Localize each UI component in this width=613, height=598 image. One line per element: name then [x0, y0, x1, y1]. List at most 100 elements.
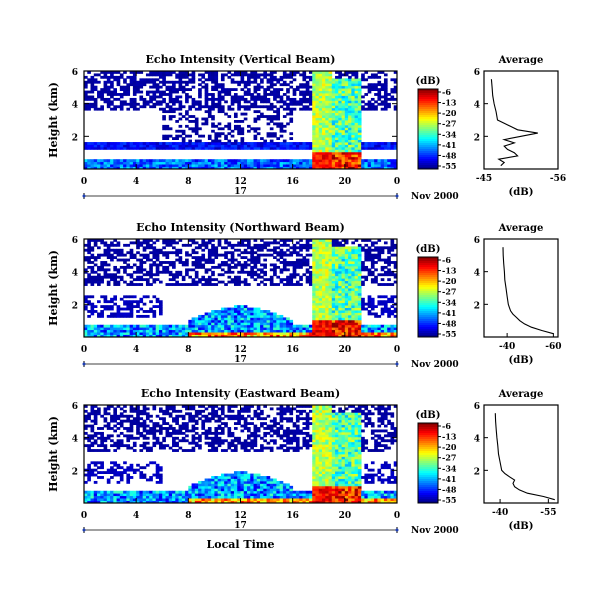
heatmap-cell: [201, 314, 206, 318]
heatmap-cell: [103, 495, 108, 499]
heatmap-cell: [149, 97, 153, 101]
heatmap-cell: [100, 280, 104, 284]
heatmap-cell: [132, 253, 137, 257]
heatmap-cell: [344, 151, 349, 155]
heatmap-cell: [348, 270, 352, 274]
heatmap-cell: [188, 139, 192, 143]
heatmap-cell: [116, 161, 121, 165]
heatmap-cell: [312, 288, 316, 291]
heatmap-cell: [253, 332, 258, 335]
heatmap-cell: [145, 495, 150, 499]
heatmap-cell: [139, 164, 144, 167]
heatmap-cell: [377, 75, 382, 79]
heatmap-cell: [315, 144, 320, 148]
heatmap-cell: [191, 319, 196, 323]
heatmap-cell: [335, 144, 339, 148]
heatmap-cell: [84, 278, 88, 282]
heatmap-cell: [84, 95, 88, 99]
heatmap-cell: [136, 164, 140, 167]
colorbar-swatch: [418, 107, 438, 110]
heatmap-cell: [149, 71, 153, 74]
heatmap-cell: [93, 146, 98, 150]
heatmap-cell: [237, 166, 241, 170]
x-tick-label: 8: [185, 177, 191, 187]
heatmap-cell: [312, 292, 316, 296]
heatmap-cell: [162, 239, 166, 242]
heatmap-cell: [220, 253, 225, 257]
heatmap-cell: [224, 144, 228, 148]
heatmap-cell: [142, 278, 147, 282]
heatmap-cell: [328, 129, 333, 133]
heatmap-cell: [315, 322, 320, 326]
heatmap-cell: [312, 159, 316, 163]
heatmap-cell: [276, 246, 281, 250]
heatmap-cell: [367, 300, 372, 304]
heatmap-cell: [168, 110, 173, 114]
heatmap-cell: [198, 88, 202, 91]
heatmap-cell: [110, 476, 114, 479]
heatmap-cell: [214, 80, 219, 84]
heatmap-cell: [90, 436, 95, 440]
heatmap-cell: [185, 270, 189, 274]
heatmap-cell: [266, 85, 271, 89]
heatmap-cell: [338, 283, 342, 286]
heatmap-cell: [227, 159, 232, 163]
heatmap-cell: [194, 327, 199, 331]
heatmap-cell: [230, 256, 235, 259]
heatmap-cell: [211, 78, 215, 82]
heatmap-cell: [136, 144, 140, 148]
heatmap-cell: [247, 83, 251, 87]
heatmap-cell: [357, 251, 362, 255]
heatmap-cell: [344, 85, 349, 89]
heatmap-cell: [126, 312, 131, 316]
heatmap-cell: [185, 261, 189, 264]
heatmap-cell: [295, 265, 300, 269]
heatmap-cell: [220, 166, 225, 170]
colorbar-label: -41: [442, 140, 456, 150]
heatmap-cell: [367, 302, 372, 306]
heatmap-cell: [260, 275, 264, 279]
heatmap-cell: [201, 146, 206, 150]
heatmap-cell: [158, 490, 163, 494]
heatmap-cell: [113, 500, 117, 504]
heatmap-cell: [331, 97, 336, 101]
heatmap-cell: [139, 466, 144, 470]
heatmap-cell: [230, 329, 235, 333]
heatmap-cell: [367, 142, 372, 145]
heatmap-cell: [165, 495, 170, 499]
heatmap-cell: [113, 275, 117, 279]
heatmap-cell: [325, 283, 329, 286]
colorbar-swatch: [418, 123, 438, 126]
heatmap-cell: [142, 473, 147, 477]
heatmap-cell: [250, 253, 254, 257]
heatmap-cell: [256, 312, 261, 316]
heatmap-cell: [263, 253, 267, 257]
heatmap-cell: [185, 329, 189, 333]
heatmap-cell: [110, 471, 114, 474]
heatmap-cell: [211, 80, 215, 84]
heatmap-cell: [136, 270, 140, 274]
colorbar-swatch: [418, 93, 438, 96]
heatmap-cell: [357, 117, 362, 121]
heatmap-cell: [119, 412, 124, 416]
heatmap-cell: [132, 144, 137, 148]
heatmap-cell: [354, 256, 359, 259]
heatmap-cell: [149, 493, 153, 497]
heatmap-cell: [348, 251, 352, 255]
y-tick-label: 2: [72, 301, 78, 311]
heatmap-cell: [155, 297, 160, 301]
heatmap-cell: [224, 283, 228, 286]
heatmap-cell: [224, 317, 228, 321]
heatmap-cell: [233, 120, 238, 123]
heatmap-cell: [204, 268, 209, 272]
heatmap-cell: [224, 146, 228, 150]
heatmap-cell: [260, 161, 264, 165]
heatmap-cell: [377, 102, 382, 106]
heatmap-cell: [286, 159, 290, 163]
heatmap-cell: [97, 256, 101, 259]
heatmap-cell: [338, 270, 342, 274]
heatmap-cell: [282, 161, 287, 165]
heatmap-cell: [110, 93, 114, 96]
heatmap-cell: [214, 71, 219, 74]
heatmap-cell: [233, 144, 238, 148]
